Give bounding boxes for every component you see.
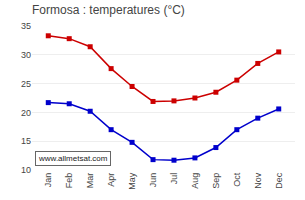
svg-text:Jun: Jun (148, 173, 158, 188)
svg-text:Jul: Jul (169, 173, 179, 185)
svg-text:Sep: Sep (211, 173, 221, 189)
svg-text:Feb: Feb (64, 173, 74, 189)
svg-text:10: 10 (21, 165, 31, 175)
svg-text:www.allmetsat.com: www.allmetsat.com (38, 154, 108, 163)
svg-text:15: 15 (21, 136, 31, 146)
svg-text:20: 20 (21, 108, 31, 118)
svg-text:Mar: Mar (85, 173, 95, 189)
svg-text:Aug: Aug (190, 173, 200, 189)
svg-text:Apr: Apr (106, 173, 116, 187)
svg-text:May: May (127, 172, 137, 190)
svg-text:Formosa : temperatures (°C): Formosa : temperatures (°C) (32, 3, 185, 17)
svg-text:Dec: Dec (274, 172, 284, 189)
svg-text:Oct: Oct (232, 172, 242, 187)
svg-text:25: 25 (21, 79, 31, 89)
svg-text:30: 30 (21, 50, 31, 60)
svg-text:Nov: Nov (253, 172, 263, 189)
svg-text:35: 35 (21, 21, 31, 31)
svg-text:Jan: Jan (43, 173, 53, 188)
